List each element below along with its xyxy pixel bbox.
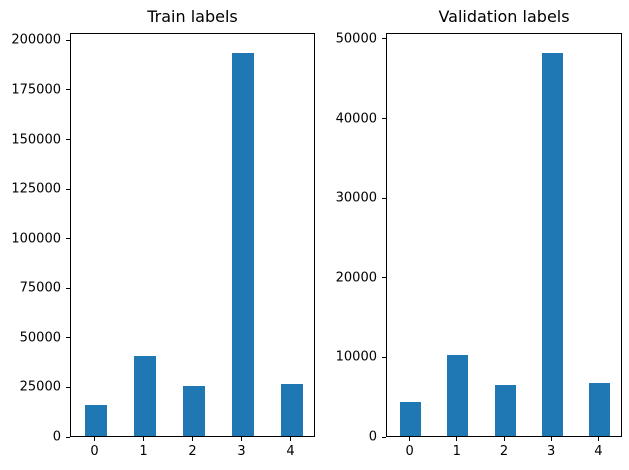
- plot-area-train: [70, 33, 315, 437]
- x-tick-label: 3: [237, 444, 246, 459]
- y-tick-mark: [66, 89, 70, 91]
- x-tick-mark: [143, 437, 144, 441]
- bar-category-4: [588, 382, 610, 436]
- bar-category-3: [541, 53, 563, 436]
- y-tick-label: 75000: [19, 280, 61, 296]
- bar-category-0: [84, 405, 107, 436]
- y-tick-label: 30000: [335, 190, 377, 206]
- chart-title-train: Train labels: [147, 7, 238, 26]
- x-tick-label: 2: [499, 444, 509, 459]
- x-tick-label: 0: [90, 444, 99, 459]
- x-tick-mark: [192, 437, 193, 441]
- x-tick-mark: [94, 437, 95, 441]
- y-tick-label: 40000: [335, 111, 377, 127]
- bar-category-2: [494, 384, 516, 436]
- x-tick-mark: [503, 437, 505, 441]
- x-tick-mark: [241, 437, 242, 441]
- bar-category-1: [447, 355, 469, 436]
- y-tick-mark: [66, 337, 70, 339]
- y-tick-mark: [382, 118, 386, 120]
- y-tick-mark: [66, 188, 70, 190]
- y-tick-mark: [66, 386, 70, 388]
- chart-title-validation: Validation labels: [438, 7, 570, 26]
- y-tick-label: 50000: [19, 330, 61, 346]
- y-tick-label: 150000: [11, 132, 61, 147]
- y-tick-label: 50000: [335, 31, 377, 47]
- y-tick-label: 0: [52, 429, 61, 445]
- y-tick-mark: [66, 436, 70, 438]
- y-tick-label: 20000: [335, 270, 377, 286]
- x-tick-mark: [597, 437, 599, 441]
- bar-category-1: [133, 356, 156, 436]
- x-tick-label: 2: [188, 444, 197, 459]
- y-tick-mark: [382, 197, 386, 199]
- bar-category-0: [400, 401, 422, 436]
- x-tick-label: 3: [547, 444, 556, 459]
- y-tick-mark: [382, 436, 386, 438]
- x-tick-label: 1: [452, 444, 461, 459]
- x-tick-label: 0: [405, 444, 414, 459]
- y-tick-label: 10000: [335, 349, 377, 365]
- bar-category-2: [182, 385, 205, 436]
- bar-category-3: [231, 53, 254, 436]
- x-tick-mark: [409, 437, 411, 441]
- y-tick-mark: [66, 39, 70, 41]
- y-tick-label: 200000: [11, 32, 61, 48]
- y-tick-mark: [66, 287, 70, 289]
- x-tick-label: 4: [594, 444, 603, 459]
- x-tick-mark: [290, 437, 291, 441]
- y-tick-mark: [382, 277, 386, 279]
- bar-category-4: [280, 383, 303, 436]
- x-tick-label: 4: [286, 444, 295, 459]
- y-tick-mark: [382, 38, 386, 40]
- y-tick-label: 25000: [19, 379, 61, 395]
- y-tick-label: 125000: [11, 181, 61, 197]
- y-tick-label: 0: [368, 429, 377, 445]
- x-tick-mark: [456, 437, 458, 441]
- x-tick-label: 1: [139, 444, 148, 459]
- y-tick-label: 175000: [11, 82, 61, 98]
- y-tick-label: 100000: [11, 231, 61, 247]
- y-tick-mark: [66, 238, 70, 240]
- y-tick-mark: [382, 356, 386, 358]
- y-tick-mark: [66, 139, 70, 140]
- plot-area-validation: [386, 33, 622, 437]
- x-tick-mark: [550, 437, 552, 441]
